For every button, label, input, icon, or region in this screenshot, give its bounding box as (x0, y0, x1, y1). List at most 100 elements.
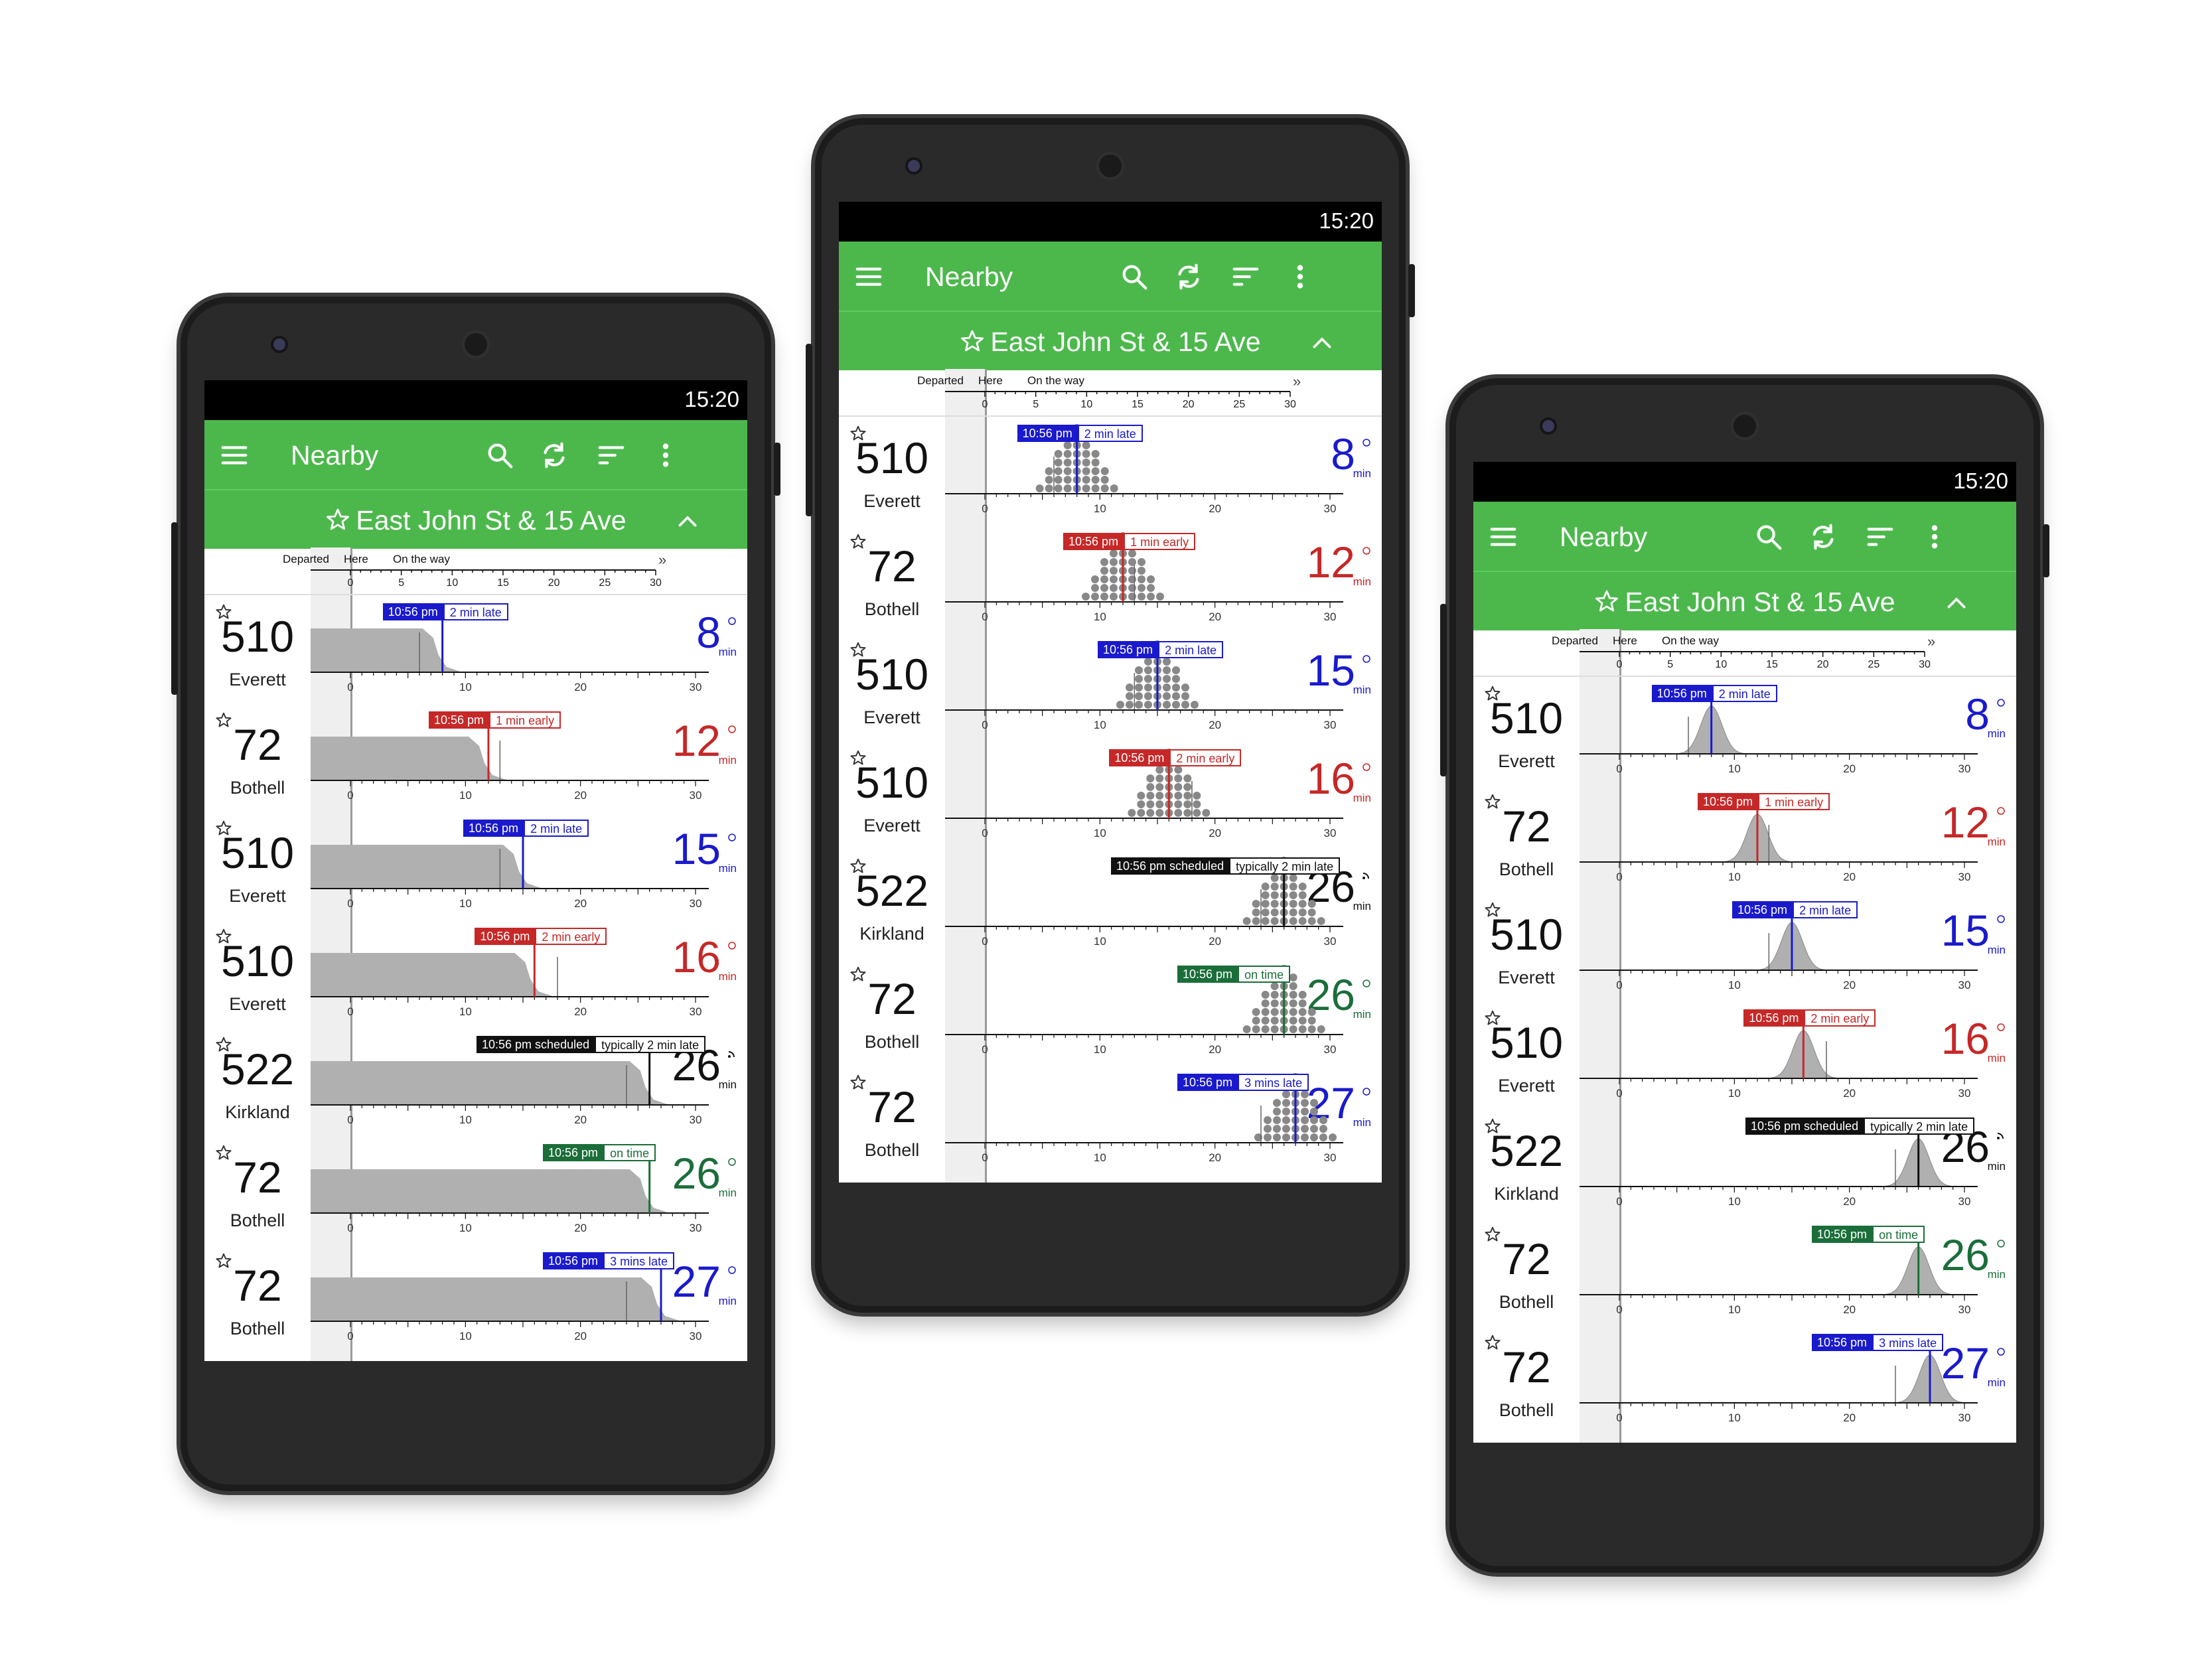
star-icon[interactable] (215, 1144, 234, 1163)
arrival-time-label: 10:56 pm (1812, 1226, 1873, 1243)
star-icon[interactable] (215, 820, 234, 838)
stop-header[interactable]: East John St & 15 Ave (1473, 571, 2016, 630)
star-icon[interactable] (1484, 1009, 1503, 1028)
arrival-row[interactable]: 510 Everett 15 min 0 10 20 30 10:56 pm 2 min late (839, 632, 1382, 740)
arrival-row[interactable]: 72 Bothell 26 min 0 10 20 30 10:56 pm on time (1473, 1216, 2016, 1325)
refresh-icon[interactable] (1806, 520, 1840, 553)
sort-icon[interactable] (595, 439, 628, 472)
axis-tick-label: 10 (1094, 502, 1106, 515)
star-icon[interactable] (849, 1074, 868, 1092)
minutes-until-arrival: 27 (672, 1257, 721, 1306)
star-icon[interactable] (1484, 1226, 1503, 1244)
star-icon[interactable] (1484, 901, 1503, 920)
arrival-row[interactable]: 72 Bothell 26 min 0 10 20 30 10:56 pm on time (839, 956, 1382, 1064)
fast-forward-icon[interactable]: » (1927, 633, 1935, 650)
volume-button[interactable] (1440, 604, 1447, 776)
search-icon[interactable] (1118, 260, 1151, 293)
minutes-unit-label: min (718, 1295, 737, 1307)
sort-icon[interactable] (1864, 520, 1897, 553)
overflow-icon[interactable] (1284, 260, 1317, 293)
power-button[interactable] (2043, 524, 2049, 577)
menu-icon[interactable] (852, 260, 885, 293)
arrival-row[interactable]: 72 Bothell 27 min 0 10 20 30 10:56 pm 3 mins late (1473, 1325, 2016, 1433)
refresh-icon[interactable] (1172, 260, 1205, 293)
search-icon[interactable] (1752, 520, 1785, 553)
axis-tick-label: 30 (690, 681, 702, 693)
arrival-row[interactable]: 522 Kirkland 26 min 0 10 20 30 10:56 pm schedule… (1473, 1108, 2016, 1216)
star-icon[interactable] (849, 533, 868, 551)
menu-icon[interactable] (1487, 520, 1520, 553)
arrival-row[interactable]: 510 Everett 16 min 0 10 20 30 10:56 pm 2 min earl… (204, 918, 747, 1027)
timeline-departed-label: Departed (1552, 634, 1598, 647)
arrival-row[interactable]: 510 Everett 8 min 0 10 20 30 10:56 pm 2 min late (839, 415, 1382, 524)
minutes-until-arrival: 16 (1941, 1014, 1990, 1063)
axis-tick-label: 0 (1616, 1303, 1622, 1316)
timeline-tick-label: 10 (1715, 659, 1727, 670)
star-icon[interactable] (849, 749, 868, 768)
arrival-row[interactable]: 522 Kirkland 26 min 0 10 20 30 10:56 pm schedule… (204, 1027, 747, 1135)
realtime-icon (728, 1158, 736, 1166)
route-number: 510 (1489, 910, 1564, 959)
refresh-icon[interactable] (538, 439, 571, 472)
power-button[interactable] (774, 443, 780, 496)
arrival-row[interactable]: 510 Everett 16 min 0 10 20 30 10:56 pm 2 min earl… (839, 740, 1382, 848)
star-icon[interactable] (1484, 1118, 1503, 1136)
power-button[interactable] (1408, 264, 1415, 317)
arrival-row[interactable]: 510 Everett 8 min 0 10 20 30 10:56 pm 2 min late (1473, 676, 2016, 784)
arrival-deviation-label: on time (1872, 1226, 1925, 1243)
arrival-row[interactable]: 72 Bothell 27 min 0 10 20 30 10:56 pm 3 mins late (204, 1243, 747, 1351)
fast-forward-icon[interactable]: » (658, 551, 666, 568)
axis-tick-label: 20 (574, 1222, 587, 1234)
arrival-row[interactable]: 72 Bothell 27 min 0 10 20 30 10:56 pm 3 mins late (839, 1064, 1382, 1173)
arrival-row[interactable]: 522 Kirkland 26 min 0 10 20 30 10:56 pm schedule… (839, 848, 1382, 956)
stop-header[interactable]: East John St & 15 Ave (839, 311, 1382, 370)
volume-button[interactable] (171, 522, 178, 695)
status-bar: 15:20 (839, 202, 1382, 242)
chevron-up-icon[interactable] (1309, 329, 1335, 356)
arrival-row[interactable]: 510 Everett 8 min 0 10 20 30 10:56 pm 2 min late (204, 594, 747, 702)
star-icon[interactable] (849, 641, 868, 660)
menu-icon[interactable] (218, 439, 251, 472)
minutes-until-arrival: 12 (1941, 798, 1990, 847)
arrival-row[interactable]: 72 Bothell 26 min 0 10 20 30 10:56 pm on time (204, 1135, 747, 1243)
stop-header[interactable]: East John St & 15 Ave (204, 489, 747, 549)
star-icon[interactable] (1484, 793, 1503, 812)
minutes-unit-label: min (718, 862, 737, 875)
star-icon[interactable] (849, 857, 868, 876)
star-icon[interactable] (215, 711, 234, 730)
star-icon[interactable] (215, 1036, 234, 1054)
timeline-tick-label: 20 (1183, 399, 1195, 410)
arrival-row[interactable]: 72 Bothell 12 min 0 10 20 30 10:56 pm 1 min early (839, 524, 1382, 632)
speaker-grille (1730, 411, 1759, 441)
arrival-row[interactable]: 510 Everett 15 min 0 10 20 30 10:56 pm 2 min late (1473, 892, 2016, 1000)
star-icon[interactable] (1484, 1334, 1503, 1352)
search-icon[interactable] (483, 439, 516, 472)
timeline-tick-label: 0 (348, 577, 354, 589)
arrival-row[interactable]: 510 Everett 16 min 0 10 20 30 10:56 pm 2 min earl… (1473, 1000, 2016, 1108)
star-icon[interactable] (849, 425, 868, 443)
star-icon[interactable] (849, 966, 868, 984)
axis-tick-label: 0 (982, 1043, 988, 1056)
timeline-tick-label: 25 (599, 577, 611, 589)
axis-tick-label: 0 (347, 1330, 353, 1342)
arrival-row[interactable]: 72 Bothell 12 min 0 10 20 30 10:56 pm 1 min early (204, 702, 747, 810)
axis-tick-label: 20 (1209, 502, 1221, 515)
arrival-row[interactable]: 72 Bothell 12 min 0 10 20 30 10:56 pm 1 min early (1473, 784, 2016, 892)
star-icon[interactable] (215, 603, 234, 622)
volume-button[interactable] (806, 344, 812, 516)
overflow-icon[interactable] (1918, 520, 1951, 553)
realtime-icon (1997, 807, 2005, 815)
fast-forward-icon[interactable]: » (1293, 373, 1301, 390)
star-icon[interactable] (215, 1252, 234, 1271)
route-number: 510 (1489, 1018, 1564, 1067)
arrival-row[interactable]: 510 Everett 15 min 0 10 20 30 10:56 pm 2 min late (204, 810, 747, 918)
arrival-deviation-label: 2 min late (1793, 901, 1858, 918)
axis-tick-label: 10 (459, 1005, 472, 1018)
chevron-up-icon[interactable] (1943, 589, 1970, 616)
star-icon[interactable] (215, 928, 234, 946)
sort-icon[interactable] (1229, 260, 1262, 293)
star-icon[interactable] (1484, 685, 1503, 703)
overflow-icon[interactable] (649, 439, 682, 472)
chevron-up-icon[interactable] (674, 508, 701, 534)
timeline-tick-label: 5 (398, 577, 404, 589)
